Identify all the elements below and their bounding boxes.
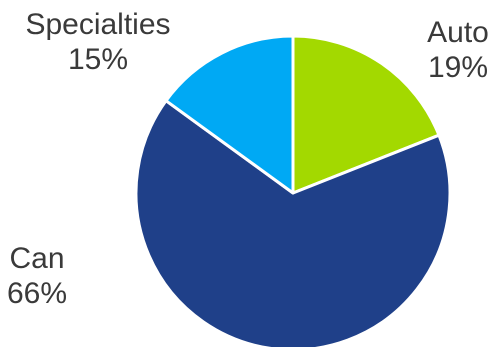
slice-label-auto-value: 19% [427,51,489,84]
pie-slice-specialties [164,34,295,195]
pie-slice-can [134,99,452,347]
slice-label-specialties: Specialties 15% [0,7,196,77]
slice-label-can: Can 66% [0,241,74,311]
slice-label-auto-name: Auto [427,16,489,49]
slice-label-can-name: Can [9,242,65,275]
slice-label-auto: Auto 19% [412,15,498,85]
slice-label-specialties-value: 15% [67,43,129,76]
slice-label-specialties-name: Specialties [25,8,171,41]
pie-slice-auto [291,34,441,195]
slice-label-can-value: 66% [6,277,68,310]
